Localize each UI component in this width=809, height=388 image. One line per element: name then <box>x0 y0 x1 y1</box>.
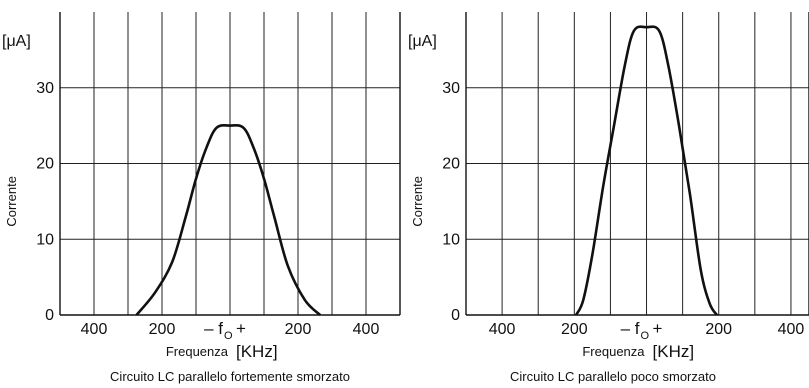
center-frequency-subscript: O <box>224 330 233 342</box>
y-axis-label: Corrente <box>4 176 19 227</box>
y-tick-label: 20 <box>36 156 54 173</box>
x-tick-label: 200 <box>149 321 176 338</box>
x-tick-label: 400 <box>489 321 516 338</box>
y-axis-label: Corrente <box>410 176 425 227</box>
x-axis-label: Frequenza <box>582 344 645 359</box>
y-tick-label: 0 <box>451 307 460 324</box>
x-tick-label: 400 <box>353 321 380 338</box>
center-frequency-plus: + <box>653 319 663 338</box>
chart-caption: Circuito LC parallelo poco smorzato <box>510 369 716 384</box>
x-unit-label: [KHz] <box>653 342 695 361</box>
x-tick-label: 200 <box>561 321 588 338</box>
center-frequency-plus: + <box>236 319 246 338</box>
x-axis-label: Frequenza <box>166 344 229 359</box>
y-tick-label: 10 <box>36 231 54 248</box>
resonance-curve <box>135 124 322 316</box>
y-unit-label: [μA] <box>408 33 437 50</box>
x-unit-label: [KHz] <box>236 342 278 361</box>
x-tick-label: 200 <box>285 321 312 338</box>
x-tick-label: 400 <box>778 321 805 338</box>
x-tick-label: 200 <box>705 321 732 338</box>
y-tick-label: 30 <box>36 80 54 97</box>
chart-caption: Circuito LC parallelo fortemente smorzat… <box>110 369 350 384</box>
y-tick-label: 10 <box>442 231 460 248</box>
center-frequency-label: – f <box>204 319 223 338</box>
chart-lightly-damped: 0 10 20 30 [μA] Corrente 400 200 200 400 – f O + Freq… <box>408 12 809 384</box>
y-tick-label: 30 <box>442 80 460 97</box>
y-unit-label: [μA] <box>2 33 31 50</box>
y-tick-label: 0 <box>45 307 54 324</box>
x-tick-label: 400 <box>81 321 108 338</box>
y-tick-label: 20 <box>442 156 460 173</box>
center-frequency-label: – f <box>621 319 640 338</box>
center-frequency-subscript: O <box>641 330 650 342</box>
chart-strongly-damped: 0 10 20 30 [μA] Corrente 400 200 200 400 – f O + Freq… <box>2 12 401 384</box>
resonance-curve <box>574 25 718 316</box>
